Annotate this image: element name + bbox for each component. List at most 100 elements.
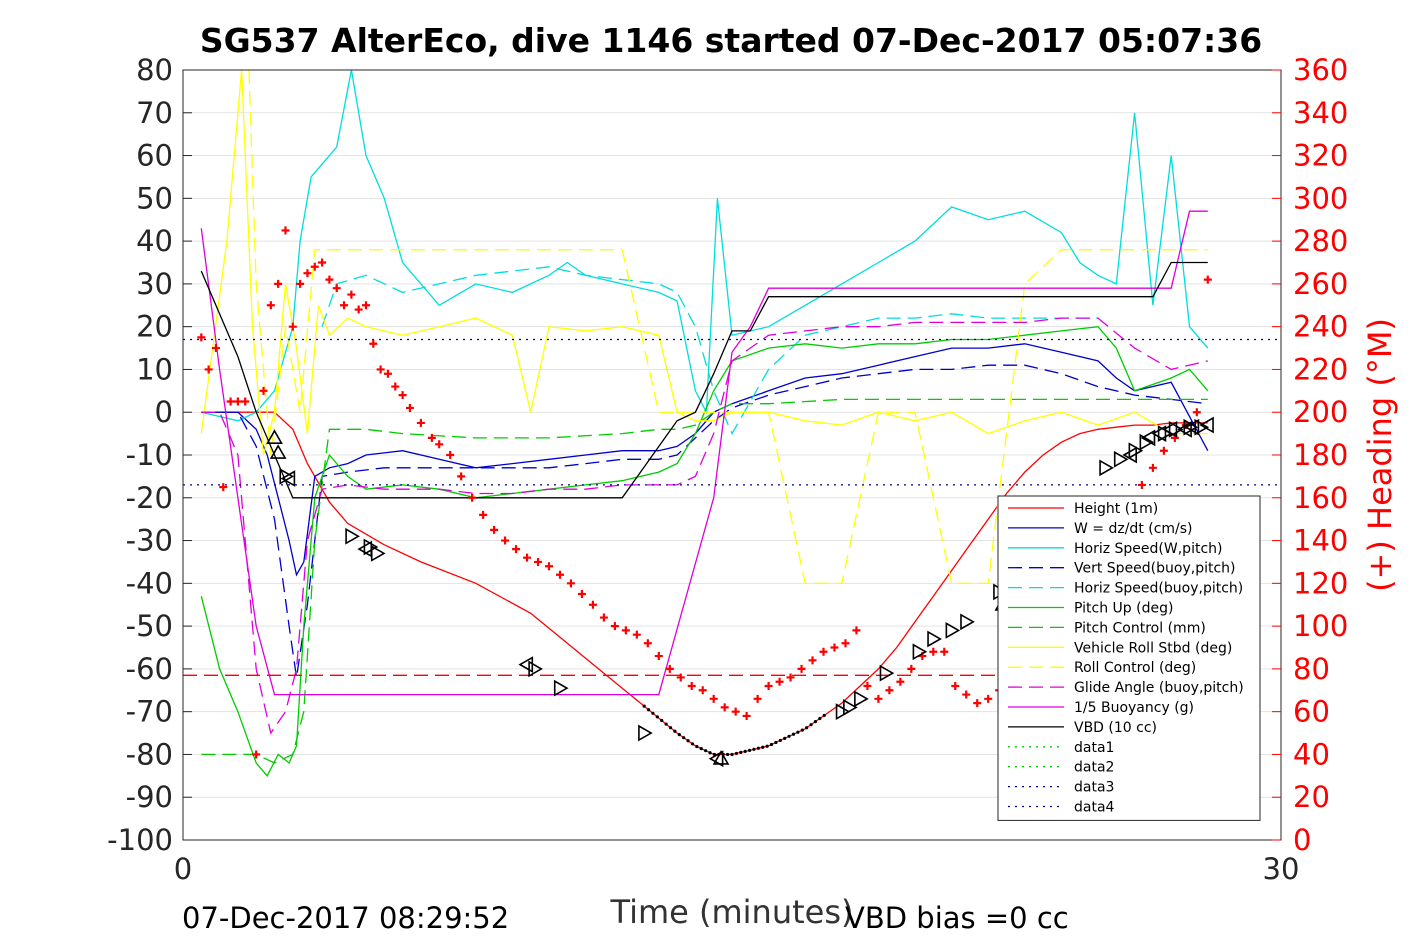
track-dot xyxy=(677,732,681,737)
heading-marker xyxy=(241,397,250,406)
track-dot xyxy=(642,704,646,708)
y-tick-label: 60 xyxy=(136,139,173,173)
heading-marker xyxy=(753,694,762,703)
y-tick-label: -80 xyxy=(126,737,173,771)
heading-marker xyxy=(427,433,436,442)
heading-marker xyxy=(808,656,817,665)
track-dot xyxy=(739,750,743,754)
heading-marker xyxy=(281,226,290,235)
track-dot xyxy=(800,728,804,732)
heading-marker xyxy=(676,673,685,682)
legend-entry: Height (1m) xyxy=(1074,501,1158,517)
y-right-tick-label: 60 xyxy=(1293,695,1330,729)
y-right-tick-label: 260 xyxy=(1293,267,1348,301)
heading-marker xyxy=(709,694,718,703)
triangle-marker-right xyxy=(835,703,851,721)
heading-marker xyxy=(874,694,883,703)
heading-marker xyxy=(555,570,564,579)
track-dot xyxy=(704,749,708,753)
triangle-marker-left xyxy=(280,470,296,487)
y-tick-label: 0 xyxy=(155,395,173,429)
heading-marker xyxy=(698,686,707,695)
y-tick-label: -50 xyxy=(126,609,173,643)
heading-marker xyxy=(621,626,630,635)
axes-layer: 80706050403020100-10-20-30-40-50-60-70-8… xyxy=(107,53,1348,886)
heading-marker xyxy=(310,262,319,271)
heading-marker xyxy=(204,365,213,374)
heading-marker xyxy=(259,386,268,395)
triangle-marker-left xyxy=(1199,416,1214,434)
triangle-marker-up xyxy=(266,429,283,444)
track-dot xyxy=(796,730,800,734)
legend-entry: Glide Angle (buoy,pitch) xyxy=(1074,680,1244,696)
x-tick-label: 0 xyxy=(174,852,192,886)
y-right-tick-label: 140 xyxy=(1293,524,1348,558)
legend-entry: Pitch Up (deg) xyxy=(1074,601,1173,617)
track-dot xyxy=(818,716,822,721)
y-tick-label: 30 xyxy=(136,267,173,301)
heading-marker xyxy=(416,418,425,427)
track-dot xyxy=(822,713,826,718)
legend-entry: W = dz/dt (cm/s) xyxy=(1074,521,1193,537)
heading-marker xyxy=(288,322,297,331)
heading-marker xyxy=(523,553,532,562)
heading-marker xyxy=(665,664,674,673)
track-dot xyxy=(699,747,703,751)
y-right-tick-label: 240 xyxy=(1293,310,1348,344)
legend-entry: Horiz Speed(buoy,pitch) xyxy=(1074,581,1243,597)
legend-entry: Pitch Control (mm) xyxy=(1074,620,1206,636)
x-axis-label: Time (minutes) xyxy=(610,893,854,931)
triangle-marker-right xyxy=(553,679,569,697)
series-line xyxy=(201,411,1208,756)
y-right-tick-label: 360 xyxy=(1293,53,1348,87)
series-line xyxy=(201,343,1209,577)
track-dot xyxy=(730,752,734,757)
heading-marker xyxy=(296,279,305,288)
y-tick-label: 80 xyxy=(136,53,173,87)
track-dot xyxy=(664,722,668,726)
heading-marker xyxy=(797,664,806,673)
heading-marker xyxy=(984,694,993,703)
heading-marker xyxy=(852,626,861,635)
heading-marker xyxy=(369,339,378,348)
triangle-marker-left xyxy=(1140,429,1156,447)
track-dot xyxy=(778,738,782,743)
heading-marker xyxy=(830,643,839,652)
series-line xyxy=(201,364,1208,678)
heading-marker xyxy=(841,639,850,648)
right-axis-label: (+) Heading (°M) xyxy=(1361,318,1399,592)
heading-marker xyxy=(951,682,960,690)
heading-marker xyxy=(731,707,740,716)
series-layer xyxy=(183,70,1281,777)
heading-marker xyxy=(962,690,971,699)
heading-marker xyxy=(819,647,828,656)
legend-entry: Horiz Speed(W,pitch) xyxy=(1074,541,1222,557)
track-dot xyxy=(783,736,787,740)
triangle-marker-left xyxy=(518,656,534,673)
triangle-marker-left xyxy=(357,540,373,558)
y-right-tick-label: 280 xyxy=(1293,224,1348,258)
series-line xyxy=(321,266,1098,436)
track-dot xyxy=(747,748,752,752)
heading-marker xyxy=(929,647,938,656)
track-dot xyxy=(682,736,686,740)
y-tick-label: 70 xyxy=(136,96,173,130)
heading-marker xyxy=(775,677,784,686)
triangle-marker-right xyxy=(960,613,975,631)
heading-marker xyxy=(1159,446,1168,455)
track-dot xyxy=(695,744,699,749)
y-right-tick-label: 120 xyxy=(1293,566,1348,600)
heading-marker xyxy=(211,344,220,353)
heading-marker xyxy=(457,472,466,481)
track-dot xyxy=(690,742,695,746)
y-tick-label: -10 xyxy=(126,438,173,472)
heading-marker xyxy=(332,284,341,293)
heading-marker xyxy=(398,391,407,400)
y-right-tick-label: 20 xyxy=(1293,780,1330,814)
legend-entry: data1 xyxy=(1074,740,1114,756)
triangle-marker-up xyxy=(269,444,287,459)
heading-marker xyxy=(340,301,349,310)
track-dot xyxy=(668,726,673,730)
heading-marker xyxy=(654,652,663,661)
